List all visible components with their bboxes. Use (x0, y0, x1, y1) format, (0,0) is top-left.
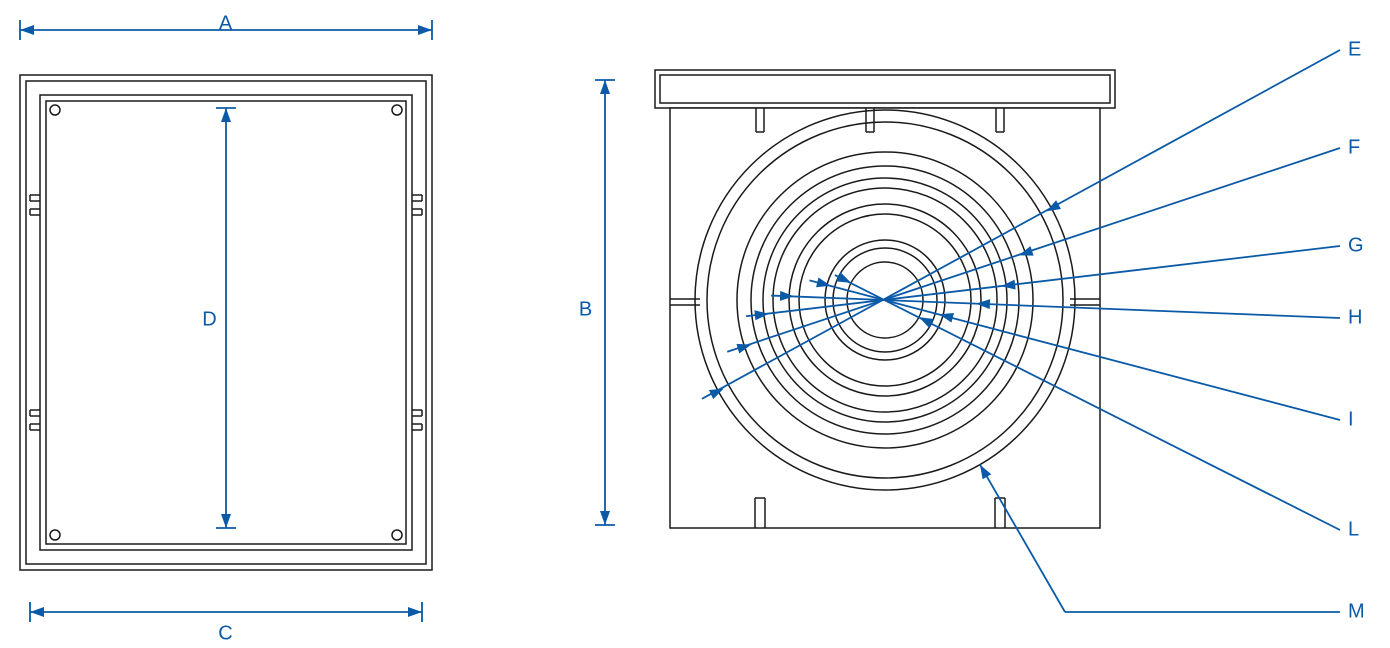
callout-label: M (1348, 600, 1366, 622)
dimension: B (579, 80, 615, 525)
right-view: B E F G H I L M (579, 38, 1366, 622)
callout-label: L (1348, 518, 1360, 540)
dimension: A (20, 12, 432, 40)
callout-label: F (1348, 136, 1361, 158)
dimension-label: B (579, 298, 593, 320)
dimension-label: C (218, 622, 233, 644)
callout-label: G (1348, 234, 1365, 256)
callout-label: H (1348, 306, 1363, 328)
dimension-label: D (202, 308, 217, 330)
technical-diagram: A D C B E F G H I L M (0, 0, 1390, 648)
dimension-label: A (219, 12, 233, 34)
callout-label: I (1348, 408, 1355, 430)
callout-label: E (1348, 38, 1362, 60)
left-view: A D C (20, 12, 432, 644)
dimension: C (30, 602, 422, 644)
